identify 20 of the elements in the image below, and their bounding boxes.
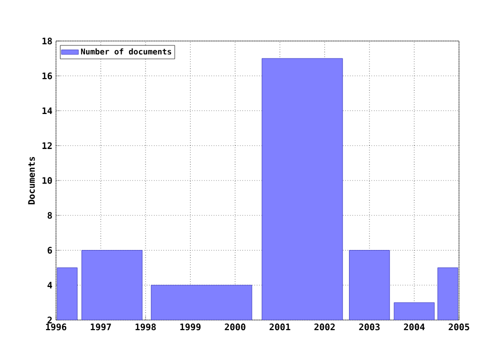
x-tick-label: 1998	[136, 324, 156, 330]
y-tick-label: 16	[42, 72, 52, 80]
x-tick-label: 1999	[180, 324, 201, 330]
y-tick-label: 4	[48, 282, 52, 288]
y-tick-label: 8	[48, 212, 52, 219]
x-tick-label: 1997	[90, 324, 111, 330]
y-tick-label: 18	[42, 38, 52, 44]
y-tick-label: 14	[42, 107, 52, 114]
x-tick-label: 2001	[270, 324, 290, 330]
x-tick-label: 2004	[404, 324, 425, 330]
y-tick-label: 2	[48, 316, 52, 324]
x-tick-label: 2005	[448, 324, 470, 330]
y-axis-title: Documents	[28, 156, 35, 204]
x-tick-label: 2002	[314, 324, 335, 330]
y-tick-label: 10	[42, 177, 52, 184]
x-tick-label: 2003	[359, 324, 380, 330]
x-tick-label: 2000	[224, 324, 246, 330]
x-tick-label: 1996	[46, 324, 66, 330]
y-tick-label: 6	[48, 246, 52, 254]
y-tick-label: 12	[42, 142, 52, 149]
